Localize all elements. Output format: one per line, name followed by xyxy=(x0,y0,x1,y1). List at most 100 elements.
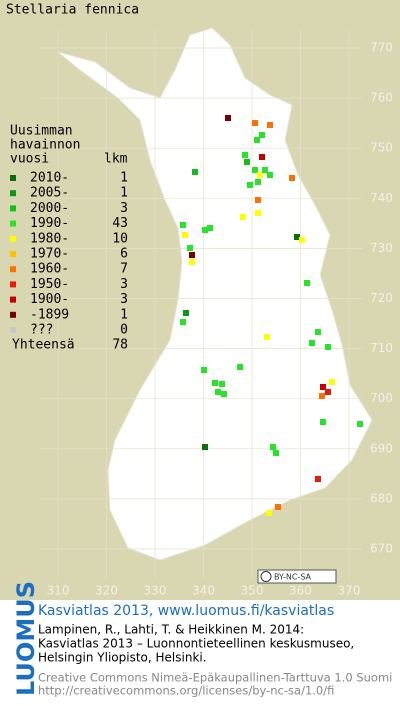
license-badge xyxy=(257,569,337,584)
legend-swatch xyxy=(10,235,16,242)
observation-dot xyxy=(255,179,261,185)
legend-count: 6 xyxy=(120,247,128,262)
observation-dot xyxy=(225,115,231,121)
y-tick-label: 760 xyxy=(370,91,393,105)
legend-count: 1 xyxy=(120,186,128,201)
observation-dot xyxy=(212,380,218,386)
observation-dot xyxy=(189,252,195,258)
y-tick-label: 720 xyxy=(370,291,393,305)
legend-count: 1 xyxy=(120,307,128,322)
x-tick-label: 330 xyxy=(144,584,167,598)
observation-dot xyxy=(315,476,321,482)
legend-header: Uusimman xyxy=(10,124,73,139)
observation-dot xyxy=(329,379,335,385)
observation-dot xyxy=(192,169,198,175)
legend-count: 7 xyxy=(120,262,128,277)
observation-dot xyxy=(180,319,186,325)
footer-heading: Kasviatlas 2013, www.luomus.fi/kasviatla… xyxy=(38,603,334,619)
legend-count: 3 xyxy=(120,292,128,307)
observation-dot xyxy=(273,450,279,456)
x-tick-label: 310 xyxy=(47,584,70,598)
legend-count: 3 xyxy=(120,201,128,216)
x-tick-label: 320 xyxy=(95,584,118,598)
y-tick-label: 670 xyxy=(370,542,393,556)
observation-dot xyxy=(189,259,195,265)
finland-outline xyxy=(57,27,373,561)
citation-line: Helsingin Yliopisto, Helsinki. xyxy=(38,651,207,665)
observation-dot xyxy=(187,245,193,251)
legend-count-header: lkm xyxy=(104,152,128,167)
observation-dot xyxy=(255,197,261,203)
x-tick-label: 350 xyxy=(241,584,264,598)
legend-swatch xyxy=(10,327,16,333)
observation-dot xyxy=(252,120,258,126)
observation-dot xyxy=(182,232,188,238)
license-badge-text: BY-NC-SA xyxy=(274,573,312,582)
observation-dot xyxy=(266,510,272,516)
x-tick-label: 370 xyxy=(338,584,361,598)
observation-dot xyxy=(262,167,268,173)
observation-dot xyxy=(270,444,276,450)
observation-dot xyxy=(320,384,326,390)
observation-dot xyxy=(259,154,265,160)
observation-dot xyxy=(275,504,281,510)
observation-dot xyxy=(325,389,331,395)
legend-label: 1990- xyxy=(30,216,69,231)
observation-dot xyxy=(267,172,273,178)
observation-dot xyxy=(325,344,331,350)
y-tick-label: 750 xyxy=(370,141,393,155)
legend-swatch xyxy=(10,220,16,227)
observation-dot xyxy=(304,280,310,286)
legend-swatch xyxy=(10,251,16,257)
legend-swatch xyxy=(10,205,16,212)
observation-dot xyxy=(264,334,270,340)
observation-dot xyxy=(240,214,246,220)
y-tick-label: 770 xyxy=(370,41,393,55)
observation-dot xyxy=(309,340,315,346)
observation-dot xyxy=(252,167,258,173)
observation-dot xyxy=(259,132,265,138)
cc-icon xyxy=(260,571,272,582)
observation-dot xyxy=(202,227,208,233)
y-tick-label: 730 xyxy=(370,241,393,255)
observation-dot xyxy=(257,172,263,178)
total-count: 78 xyxy=(112,338,128,353)
observation-dot xyxy=(207,225,213,231)
observation-dot xyxy=(315,329,321,335)
legend-swatch xyxy=(10,175,16,181)
x-tick-label: 340 xyxy=(192,584,215,598)
legend-swatch xyxy=(10,190,16,197)
observation-dot xyxy=(221,391,227,397)
legend-count: 43 xyxy=(112,216,128,231)
observation-dot xyxy=(237,364,243,370)
legend-count: 3 xyxy=(120,277,128,292)
legend-count: 0 xyxy=(120,323,128,338)
observation-dot xyxy=(294,234,300,240)
y-tick-label: 690 xyxy=(370,441,393,455)
observation-dot xyxy=(244,159,250,165)
observation-dot xyxy=(357,421,363,427)
observation-dot xyxy=(254,137,260,143)
total-label: Yhteensä xyxy=(12,338,75,353)
legend-label: 1980- xyxy=(30,231,69,246)
legend-label: 2010- xyxy=(30,171,69,186)
legend-header: havainnon xyxy=(10,138,80,153)
observation-dot xyxy=(319,393,325,399)
legend-swatch xyxy=(10,311,16,318)
observation-dot xyxy=(180,222,186,228)
y-tick-label: 710 xyxy=(370,341,393,355)
footer-text: Lampinen, R., Lahti, T. & Heikkinen M. 2… xyxy=(38,623,392,698)
observation-dot xyxy=(183,310,189,316)
observation-dot xyxy=(289,175,295,181)
logo: LUOMUS xyxy=(12,581,40,696)
y-tick-label: 700 xyxy=(370,391,393,405)
legend-label: -1899 xyxy=(30,307,69,322)
footer-background xyxy=(0,600,400,702)
map-title: Stellaria fennica xyxy=(6,3,139,18)
observation-dot xyxy=(201,367,207,373)
observation-dot xyxy=(219,381,225,387)
legend-swatch xyxy=(10,281,16,288)
